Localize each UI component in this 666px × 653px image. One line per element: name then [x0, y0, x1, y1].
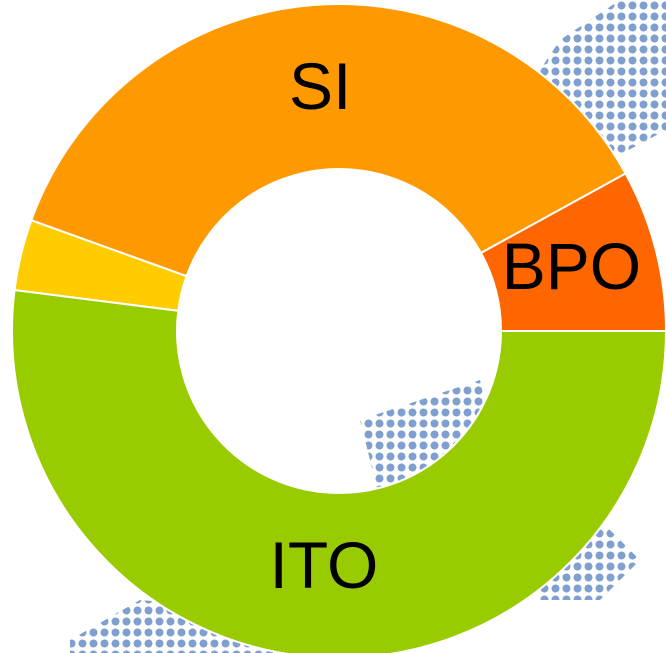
slice [30, 3, 627, 278]
slice-label: ITO [270, 528, 379, 602]
donut: ITO SI BPO [11, 3, 666, 653]
slice-label: SI [289, 49, 351, 123]
slice-label: BPO [502, 229, 641, 303]
slice [11, 288, 666, 653]
